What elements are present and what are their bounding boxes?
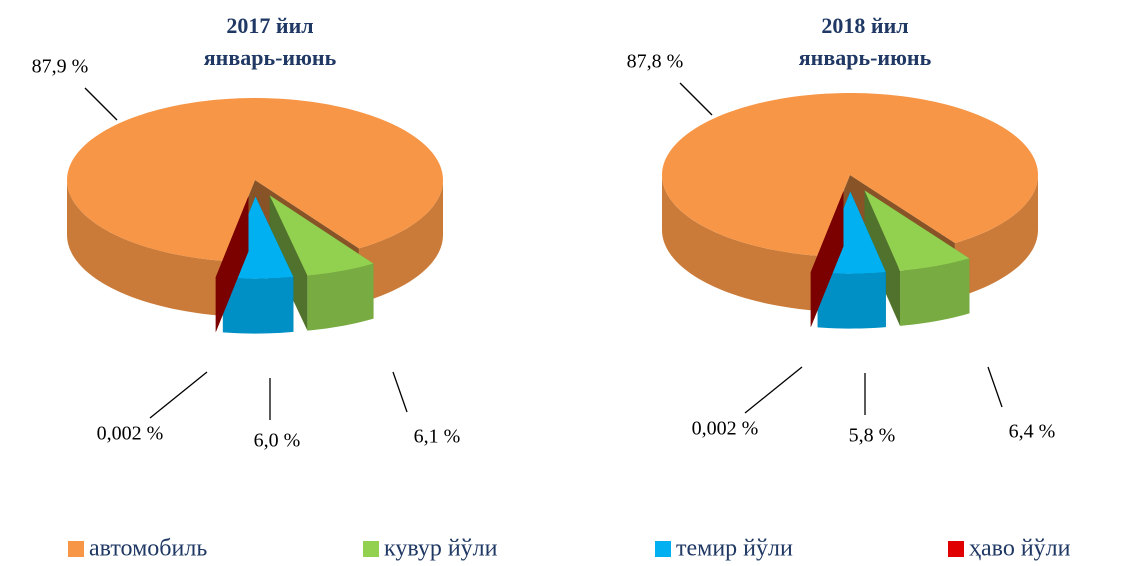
legend-swatch xyxy=(948,541,964,557)
value-label: 5,8 % xyxy=(849,425,896,447)
leader-line xyxy=(392,371,408,413)
value-label: 0,002 % xyxy=(97,423,164,445)
slice-wall xyxy=(269,195,308,331)
slice-side xyxy=(67,180,223,316)
slice-side xyxy=(899,258,970,326)
legend-label: ҳаво йўли xyxy=(969,536,1071,562)
value-label: 0,002 % xyxy=(692,418,759,440)
slice-wall xyxy=(864,190,900,326)
leader-line xyxy=(149,371,208,419)
slice-side xyxy=(307,263,374,331)
chart-title: 2018 йил xyxy=(821,13,908,38)
pie-slice: кувур йўли xyxy=(269,195,374,331)
leader-line xyxy=(744,366,803,414)
slice-side xyxy=(358,180,443,304)
value-label: 87,9 % xyxy=(32,56,89,78)
slice-top xyxy=(810,191,844,273)
pie-slice: ҳаво йўли xyxy=(215,196,249,333)
slice-wall xyxy=(215,196,249,333)
slice-side xyxy=(954,175,1038,299)
value-label: 6,4 % xyxy=(1009,421,1056,443)
chart-subtitle: январь-июнь xyxy=(799,45,932,70)
value-label: 6,0 % xyxy=(254,430,301,452)
legend-label: темир йўли xyxy=(676,536,793,562)
slice-top xyxy=(215,196,249,278)
slice-top xyxy=(269,195,374,276)
leader-line xyxy=(84,87,118,121)
slice-side xyxy=(222,276,294,334)
legend-swatch xyxy=(363,541,379,557)
slice-top xyxy=(67,98,443,261)
leader-line xyxy=(987,366,1003,408)
legend-swatch xyxy=(655,541,671,557)
slice-top xyxy=(662,93,1038,256)
legend-swatch xyxy=(68,541,84,557)
chart-subtitle: январь-июнь xyxy=(204,45,337,70)
leader-line xyxy=(679,82,713,116)
pie-slice: кувур йўли xyxy=(864,190,970,326)
legend-label: автомобиль xyxy=(89,536,207,562)
slice-side xyxy=(817,272,886,329)
value-label: 87,8 % xyxy=(627,51,684,73)
value-label: 6,1 % xyxy=(414,426,461,448)
legend-label: кувур йўли xyxy=(384,536,498,562)
slice-side xyxy=(662,175,818,311)
slice-wall xyxy=(810,191,844,328)
slice-top xyxy=(864,190,970,271)
chart-title: 2017 йил xyxy=(226,13,313,38)
pie-slice: ҳаво йўли xyxy=(810,191,844,328)
